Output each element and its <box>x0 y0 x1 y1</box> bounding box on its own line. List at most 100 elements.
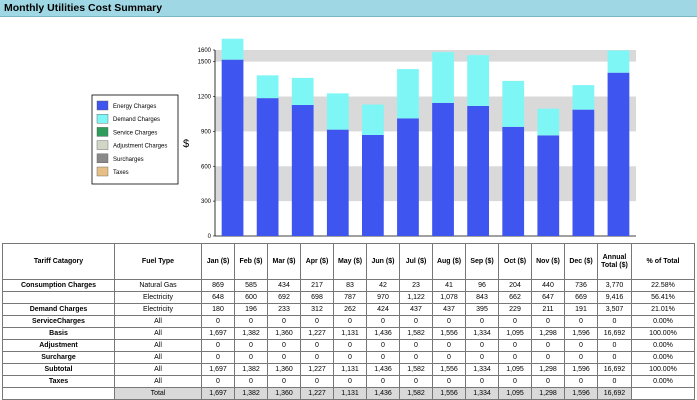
table-cell: 1,697 <box>201 327 235 340</box>
table-cell: 100.00% <box>631 327 695 340</box>
table-cell: 211 <box>531 303 565 316</box>
table-cell: Total <box>114 387 202 400</box>
bar-demand-charges <box>502 80 525 127</box>
bar-energy-charges <box>432 102 454 236</box>
table-cell: 736 <box>564 279 598 292</box>
table-cell: 0 <box>531 315 565 328</box>
blank-cell <box>2 387 115 400</box>
column-header: Fuel Type <box>114 243 202 280</box>
table-cell: 0 <box>201 351 235 364</box>
bar-energy-charges <box>502 126 525 236</box>
column-header: Oct ($) <box>498 243 532 280</box>
table-cell: 0 <box>564 351 598 364</box>
table-cell: 196 <box>234 303 268 316</box>
table-cell: 0 <box>234 375 268 388</box>
table-cell: 0 <box>597 339 632 352</box>
grid-band <box>215 166 636 202</box>
table-cell: 0 <box>432 351 466 364</box>
table-cell: 0 <box>366 375 400 388</box>
table-cell: 1,582 <box>399 363 433 376</box>
y-axis-label: $ <box>183 138 189 150</box>
grid-band <box>215 96 636 132</box>
legend-label: Energy Charges <box>113 104 156 110</box>
column-header: Feb ($) <box>234 243 268 280</box>
table-cell: Taxes <box>2 375 115 388</box>
table-cell: ServiceCharges <box>2 315 115 328</box>
table-row: Subtotal All 1,697 1,382 1,360 1,227 1,131 1,43… <box>2 363 695 376</box>
column-header: % of Total <box>631 243 695 280</box>
bar-demand-charges <box>397 69 419 119</box>
table-cell: 9,416 <box>597 291 632 304</box>
table-cell: 1,556 <box>432 363 466 376</box>
table-cell: 217 <box>300 279 334 292</box>
table-cell: 0 <box>399 375 433 388</box>
bar-demand-charges <box>361 104 384 135</box>
table-cell: 1,436 <box>366 363 400 376</box>
table-cell: 1,582 <box>399 387 433 400</box>
legend-swatch <box>96 113 109 124</box>
table-cell: 3,507 <box>597 303 632 316</box>
bar-energy-charges <box>572 109 595 236</box>
table-cell: 0 <box>300 351 334 364</box>
table-cell: 21.01% <box>631 303 695 316</box>
table-cell: 1,697 <box>201 387 235 400</box>
table-cell: 0 <box>234 339 268 352</box>
table-row: Taxes All 0 0 0 0 0 0 0 0 0 0 0 0 0 0.00% <box>2 375 695 388</box>
table-cell: 180 <box>201 303 235 316</box>
table-cell: Subtotal <box>2 363 115 376</box>
table-cell: All <box>114 363 202 376</box>
table-cell: 22.58% <box>631 279 695 292</box>
table-cell: All <box>114 375 202 388</box>
table-cell: 0 <box>399 315 433 328</box>
table-cell: 0 <box>333 315 367 328</box>
table-cell: Consumption Charges <box>2 279 115 292</box>
blank-cell <box>631 387 695 400</box>
table-cell: 1,360 <box>267 363 301 376</box>
table-cell: 600 <box>234 291 268 304</box>
table-cell: 1,095 <box>498 387 532 400</box>
table-cell: 0 <box>498 339 532 352</box>
table-cell: 0 <box>432 339 466 352</box>
table-cell: 0 <box>333 339 367 352</box>
table-cell: Natural Gas <box>114 279 202 292</box>
table-row: Adjustment All 0 0 0 0 0 0 0 0 0 0 0 0 0 0.00% <box>2 339 695 352</box>
table-cell: 0 <box>333 375 367 388</box>
table-cell: 0 <box>399 339 433 352</box>
table-cell: 1,582 <box>399 327 433 340</box>
table-cell: 23 <box>399 279 433 292</box>
table-cell: 1,556 <box>432 327 466 340</box>
table-cell: 0 <box>498 375 532 388</box>
bar-demand-charges <box>572 85 595 110</box>
cost-summary-table: Tariff Catagory Fuel Type Jan ($) Feb ($) Ma… <box>2 243 695 400</box>
y-tick-label: 1600 <box>198 48 212 54</box>
table-cell: 0.00% <box>631 351 695 364</box>
table-cell: 41 <box>432 279 466 292</box>
legend-label: Surcharges <box>113 157 144 163</box>
table-cell: Demand Charges <box>2 303 115 316</box>
table-cell: Adjustment <box>2 339 115 352</box>
page-title: Monthly Utilities Cost Summary <box>4 2 163 14</box>
table-cell: 0 <box>597 315 632 328</box>
table-cell: Electricity <box>114 303 202 316</box>
table-cell: 1,298 <box>531 327 565 340</box>
table-cell: 0 <box>267 375 301 388</box>
column-header: Dec ($) <box>564 243 598 280</box>
table-cell: 1,227 <box>300 327 334 340</box>
table-cell: 0 <box>498 351 532 364</box>
table-cell: 0 <box>465 351 499 364</box>
table-cell: 233 <box>267 303 301 316</box>
title-bar: Monthly Utilities Cost Summary <box>0 0 697 17</box>
table-cell: 1,596 <box>564 327 598 340</box>
table-cell: 1,131 <box>333 327 367 340</box>
table-cell: 0.00% <box>631 375 695 388</box>
table-cell: 395 <box>465 303 499 316</box>
legend-label: Demand Charges <box>113 117 160 123</box>
bar-demand-charges <box>326 93 349 130</box>
table-row: Surcharge All 0 0 0 0 0 0 0 0 0 0 0 0 0 0.00% <box>2 351 695 364</box>
table-cell: 1,227 <box>300 363 334 376</box>
bar-demand-charges <box>256 75 279 99</box>
table-cell: 0 <box>267 339 301 352</box>
table-cell: 662 <box>498 291 532 304</box>
table-cell: 698 <box>300 291 334 304</box>
y-tick-label: 0 <box>208 234 212 240</box>
